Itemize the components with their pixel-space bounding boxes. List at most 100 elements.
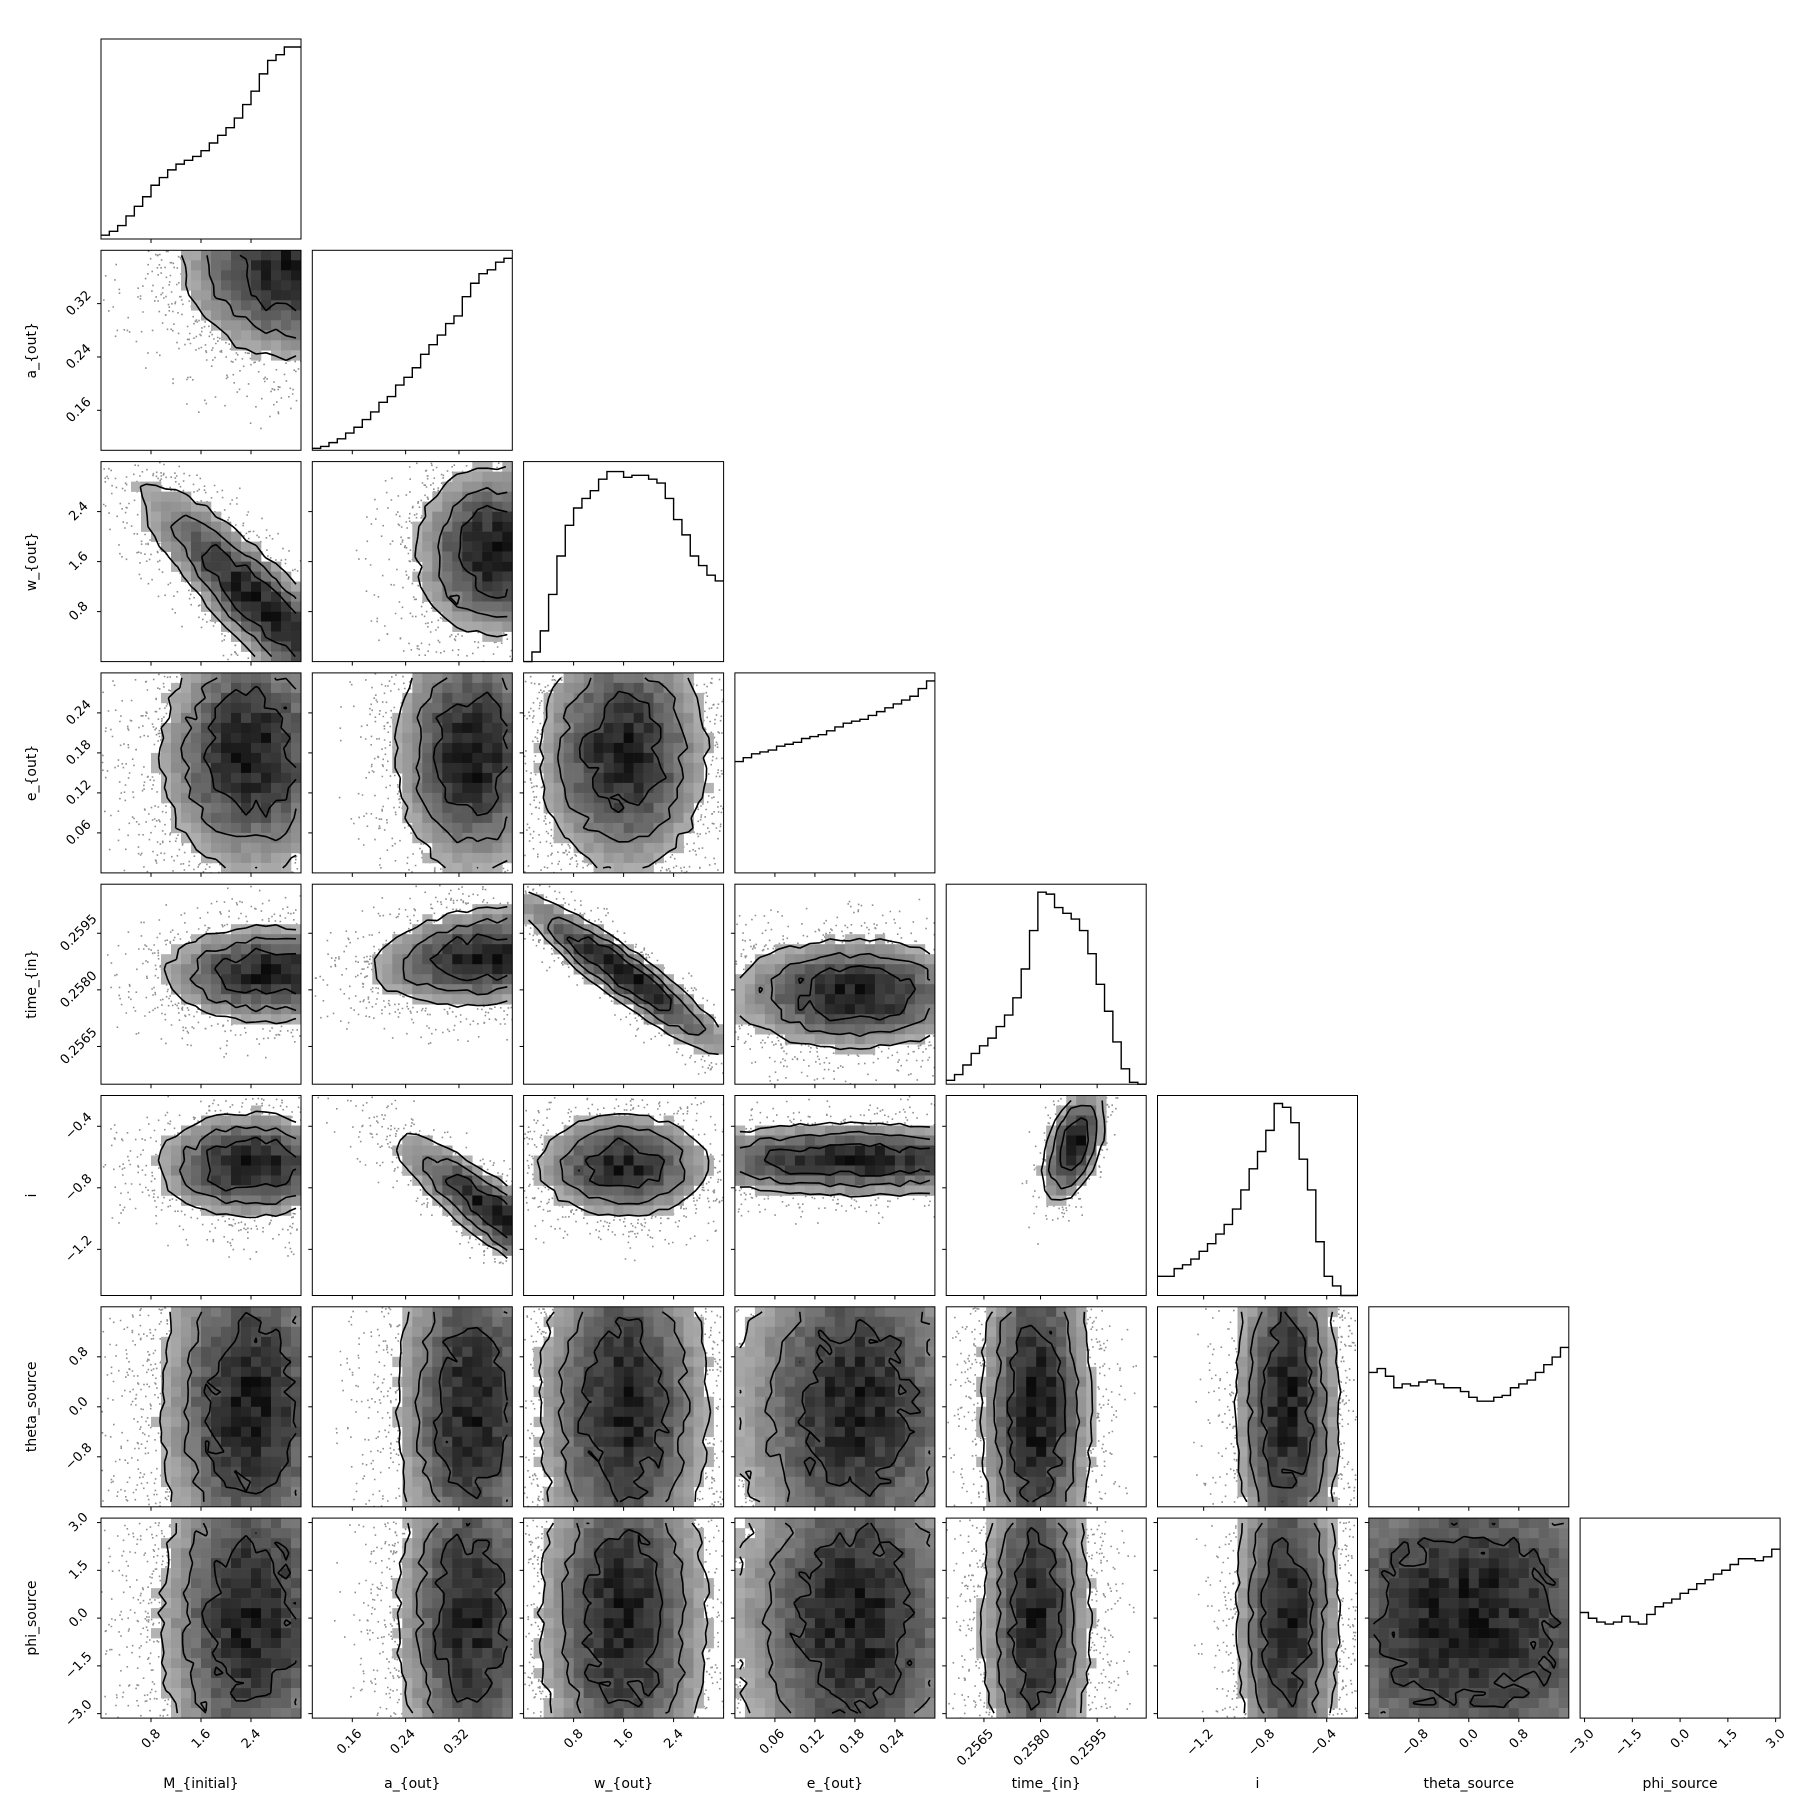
density-cell bbox=[1066, 1306, 1077, 1318]
density-cell bbox=[563, 1316, 574, 1328]
density-cell bbox=[281, 1195, 292, 1206]
density-cell bbox=[502, 1528, 513, 1539]
density-cell bbox=[804, 1014, 816, 1025]
density-cell bbox=[412, 954, 423, 965]
density-cell bbox=[251, 1426, 262, 1438]
density-cell bbox=[231, 1436, 242, 1448]
density-cell bbox=[271, 964, 282, 975]
density-cell bbox=[221, 1568, 232, 1579]
density-cell bbox=[593, 1638, 604, 1649]
contour-line-2 bbox=[1246, 1311, 1328, 1503]
density-cell bbox=[794, 1476, 806, 1488]
density-cell bbox=[271, 631, 282, 642]
density-cell bbox=[744, 1135, 756, 1146]
density-cell bbox=[442, 531, 453, 542]
contour-line-1 bbox=[395, 1132, 508, 1259]
density-cell bbox=[884, 1034, 896, 1045]
density-cell bbox=[442, 944, 453, 955]
density-cell bbox=[553, 752, 564, 764]
density-cell bbox=[452, 974, 463, 985]
density-cell bbox=[663, 1185, 674, 1196]
density-cell bbox=[402, 964, 413, 975]
density-cell bbox=[1267, 1466, 1278, 1478]
density-cell bbox=[211, 832, 222, 844]
density-cell bbox=[502, 1356, 513, 1368]
density-cell bbox=[693, 1608, 704, 1619]
density-cell bbox=[593, 1195, 604, 1206]
density-cell bbox=[754, 964, 766, 975]
density-cell bbox=[824, 1406, 836, 1418]
density-cell bbox=[1277, 1386, 1288, 1398]
density-cell bbox=[251, 832, 262, 844]
density-cell bbox=[432, 1406, 443, 1418]
density-cell bbox=[784, 984, 796, 995]
density-cell bbox=[844, 1396, 856, 1408]
density-cell bbox=[221, 672, 232, 684]
density-cell bbox=[261, 1406, 272, 1418]
density-cell bbox=[1066, 1416, 1077, 1428]
density-cell bbox=[261, 290, 272, 301]
density-cell bbox=[683, 1658, 694, 1669]
density-cell bbox=[613, 1336, 624, 1348]
density-cell bbox=[854, 1004, 866, 1015]
density-cell bbox=[613, 974, 624, 985]
density-cell bbox=[201, 1406, 212, 1418]
density-cell bbox=[633, 692, 644, 704]
density-cell bbox=[462, 802, 473, 814]
density-cell bbox=[221, 1356, 232, 1368]
density-cell bbox=[834, 1125, 846, 1136]
density-cell bbox=[996, 1496, 1007, 1507]
density-cell bbox=[191, 1568, 202, 1579]
density-cell bbox=[482, 1496, 493, 1507]
density-cell bbox=[432, 1598, 443, 1609]
density-cell bbox=[583, 1135, 594, 1146]
density-cell bbox=[261, 611, 272, 622]
density-cell bbox=[181, 1486, 192, 1498]
density-cell bbox=[201, 511, 212, 522]
density-cell bbox=[804, 1155, 816, 1166]
density-cell bbox=[432, 924, 443, 935]
density-cell bbox=[784, 1014, 796, 1025]
density-cell bbox=[191, 832, 202, 844]
density-cell bbox=[683, 1386, 694, 1398]
density-cell bbox=[764, 1135, 776, 1146]
density-cell bbox=[894, 1386, 906, 1398]
density-cell bbox=[432, 1336, 443, 1348]
density-cell bbox=[1287, 1396, 1298, 1408]
density-cell bbox=[191, 702, 202, 714]
density-cell bbox=[1046, 1306, 1057, 1318]
density-cell bbox=[271, 320, 282, 331]
density-cell bbox=[794, 1326, 806, 1338]
density-cell bbox=[191, 1366, 202, 1378]
scatter-points bbox=[947, 1307, 1137, 1507]
density-cell bbox=[281, 672, 292, 684]
density-cell bbox=[874, 1145, 886, 1156]
density-cell bbox=[452, 954, 463, 965]
density-cell bbox=[844, 1426, 856, 1438]
density-cell bbox=[864, 1175, 876, 1186]
density-cell bbox=[191, 1476, 202, 1488]
density-cell bbox=[281, 1558, 292, 1569]
density-cell bbox=[231, 994, 242, 1005]
density-cell bbox=[482, 1466, 493, 1478]
density-cell bbox=[593, 832, 604, 844]
density-cell bbox=[462, 521, 473, 532]
density-cell bbox=[291, 601, 301, 612]
density-cell bbox=[201, 1175, 212, 1186]
density-cell bbox=[854, 1024, 866, 1035]
density-cell bbox=[402, 974, 413, 985]
density-cell bbox=[231, 260, 242, 271]
density-cell bbox=[221, 1436, 232, 1448]
density-cell bbox=[462, 501, 473, 512]
density-cell bbox=[492, 561, 503, 572]
density-cell bbox=[462, 702, 473, 714]
density-cell bbox=[914, 1155, 926, 1166]
density-cell bbox=[472, 1416, 483, 1428]
density-cell bbox=[402, 1306, 413, 1318]
density-cell bbox=[673, 1436, 684, 1448]
density-cell bbox=[432, 561, 443, 572]
density-cell bbox=[281, 1628, 292, 1639]
density-cell bbox=[1006, 1406, 1017, 1418]
density-cell bbox=[291, 641, 301, 652]
density-cell bbox=[462, 1638, 473, 1649]
